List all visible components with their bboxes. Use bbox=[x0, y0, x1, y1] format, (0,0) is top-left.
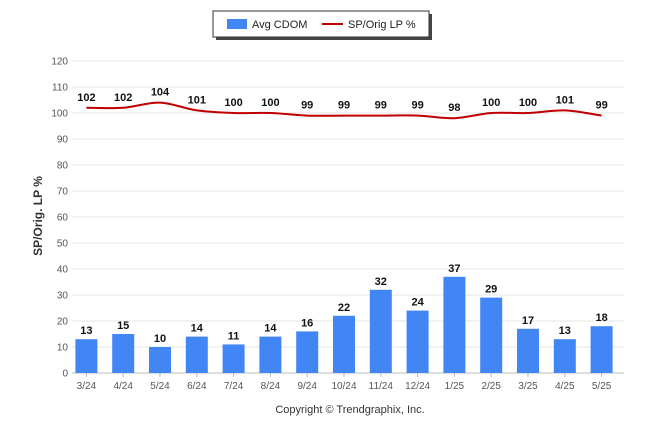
bar-data-label: 10 bbox=[154, 333, 166, 345]
line-data-label: 101 bbox=[188, 94, 206, 106]
bar-data-label: 18 bbox=[595, 312, 607, 324]
line-data-label: 98 bbox=[448, 102, 460, 114]
line-data-label: 100 bbox=[261, 97, 279, 109]
line-data-labels: 102 102 104 101 100 100 99 99 99 99 98 100 100 101 99 bbox=[77, 87, 608, 115]
y-tick-label: 70 bbox=[57, 187, 69, 198]
line-data-label: 99 bbox=[595, 100, 607, 112]
y-tick-label: 100 bbox=[51, 109, 68, 120]
legend-label-bar: Avg CDOM bbox=[252, 19, 307, 31]
bar bbox=[296, 331, 319, 373]
bar-data-label: 15 bbox=[117, 320, 129, 332]
copyright-text: Copyright © Trendgraphix, Inc. bbox=[275, 404, 424, 416]
y-tick-label: 110 bbox=[52, 83, 68, 94]
bar-data-label: 22 bbox=[338, 302, 350, 314]
bar-data-label: 11 bbox=[228, 330, 240, 342]
y-tick-label: 60 bbox=[57, 213, 69, 224]
x-tick-label: 3/24 bbox=[77, 381, 97, 392]
y-axis-ticks: 0 10 20 30 40 50 60 70 80 90 100 110 120 bbox=[51, 57, 68, 380]
x-tick-label: 9/24 bbox=[297, 381, 317, 392]
line-data-label: 100 bbox=[519, 97, 537, 109]
bar bbox=[480, 297, 503, 373]
line-series bbox=[86, 101, 602, 120]
y-axis-label: SP/Orig. LP % bbox=[31, 176, 45, 256]
y-tick-label: 10 bbox=[57, 343, 69, 354]
bar-data-label: 24 bbox=[411, 297, 424, 309]
bar-data-label: 29 bbox=[485, 284, 497, 296]
line-data-label: 99 bbox=[338, 100, 350, 112]
bar-data-label: 13 bbox=[80, 325, 92, 337]
x-tick-label: 2/25 bbox=[481, 381, 501, 392]
bar-data-label: 14 bbox=[264, 323, 277, 335]
y-tick-label: 30 bbox=[57, 291, 69, 302]
bar bbox=[112, 334, 135, 373]
x-tick-label: 5/25 bbox=[592, 381, 612, 392]
bar bbox=[443, 276, 466, 373]
bar bbox=[259, 336, 282, 373]
x-tick-label: 7/24 bbox=[224, 381, 244, 392]
line-data-label: 99 bbox=[375, 100, 387, 112]
x-tick-label: 12/24 bbox=[405, 381, 430, 392]
bar bbox=[333, 315, 355, 373]
bar-data-label: 32 bbox=[375, 276, 387, 288]
line-data-label: 102 bbox=[77, 92, 95, 104]
bar bbox=[149, 347, 171, 373]
bar-data-label: 14 bbox=[191, 323, 204, 335]
bar bbox=[369, 289, 392, 373]
line-data-label: 104 bbox=[151, 87, 170, 99]
y-tick-label: 0 bbox=[62, 369, 68, 380]
y-tick-label: 50 bbox=[57, 239, 69, 250]
bar-data-label: 16 bbox=[301, 317, 313, 329]
y-tick-label: 40 bbox=[57, 265, 69, 276]
x-tick-label: 6/24 bbox=[187, 381, 207, 392]
y-tick-label: 80 bbox=[57, 161, 69, 172]
line-data-label: 99 bbox=[411, 100, 423, 112]
bar-data-labels: 13 15 10 14 11 14 16 22 32 24 37 29 17 13 18 bbox=[80, 263, 607, 345]
legend-label-line: SP/Orig LP % bbox=[348, 19, 416, 31]
bar bbox=[590, 326, 613, 373]
bar-series bbox=[75, 276, 613, 373]
bar bbox=[406, 310, 429, 373]
line-data-label: 100 bbox=[482, 97, 500, 109]
bar bbox=[75, 339, 98, 373]
x-tick-label: 4/25 bbox=[555, 381, 575, 392]
y-tick-label: 120 bbox=[51, 57, 68, 68]
x-tick-label: 4/24 bbox=[113, 381, 133, 392]
bar-data-label: 17 bbox=[522, 315, 534, 327]
line-data-label: 102 bbox=[114, 92, 132, 104]
line-data-label: 99 bbox=[301, 100, 313, 112]
y-tick-label: 90 bbox=[57, 135, 69, 146]
legend-box bbox=[212, 10, 430, 38]
line-data-label: 100 bbox=[224, 97, 242, 109]
x-tick-label: 10/24 bbox=[331, 381, 356, 392]
bar bbox=[185, 336, 208, 373]
x-tick-label: 1/25 bbox=[445, 381, 465, 392]
bar-data-label: 37 bbox=[448, 263, 460, 275]
y-tick-label: 20 bbox=[57, 317, 69, 328]
line-data-label: 101 bbox=[556, 94, 574, 106]
bar-data-label: 13 bbox=[559, 325, 571, 337]
bar bbox=[222, 344, 245, 373]
legend-bar-swatch bbox=[227, 19, 247, 29]
x-tick-label: 8/24 bbox=[261, 381, 281, 392]
bar bbox=[553, 339, 576, 373]
bar bbox=[517, 328, 539, 373]
legend[interactable]: Avg CDOM SP/Orig LP % bbox=[212, 10, 432, 40]
line-path bbox=[86, 101, 602, 120]
x-tick-label: 11/24 bbox=[369, 381, 394, 392]
x-axis-ticks: 3/24 4/24 5/24 6/24 7/24 8/24 9/24 10/24 11/24 12… bbox=[77, 373, 612, 392]
x-tick-label: 3/25 bbox=[518, 381, 538, 392]
x-tick-label: 5/24 bbox=[150, 381, 170, 392]
